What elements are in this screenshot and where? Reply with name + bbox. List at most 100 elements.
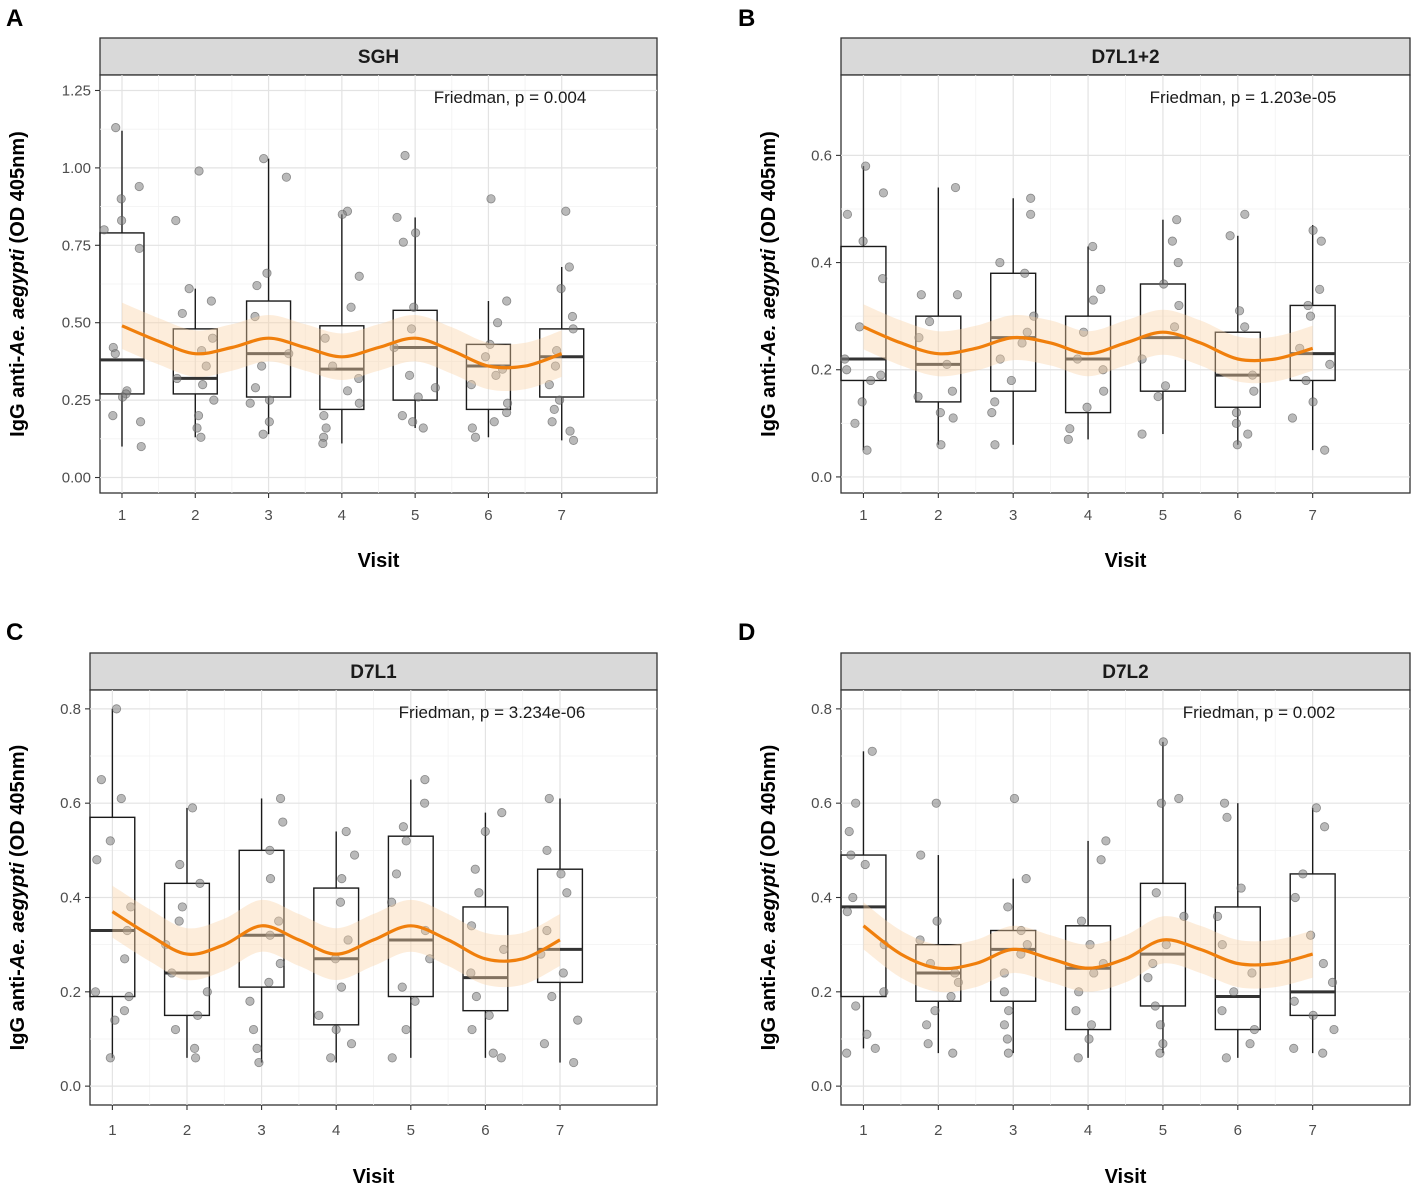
data-point — [398, 822, 408, 832]
boxplot-visit-4 — [319, 214, 365, 444]
data-point — [397, 410, 407, 421]
x-tick-label: 6 — [1234, 1122, 1242, 1139]
data-point — [337, 874, 347, 884]
data-point — [136, 441, 146, 452]
data-point — [1153, 391, 1163, 402]
x-tick-label: 3 — [1009, 1122, 1017, 1139]
data-point — [867, 746, 877, 756]
data-point — [207, 333, 218, 343]
x-tick-label: 4 — [332, 1122, 340, 1139]
y-axis-title: IgG anti-Ae. aegypti (OD 405nm) — [7, 131, 29, 437]
data-point — [876, 370, 886, 380]
data-point — [387, 1053, 397, 1063]
x-tick-label: 7 — [1308, 507, 1316, 524]
data-point — [844, 826, 854, 837]
data-point — [331, 1024, 341, 1035]
y-axis-title-suffix: (OD 405nm) — [758, 131, 780, 249]
data-point — [1240, 209, 1250, 219]
x-tick-label: 2 — [191, 507, 199, 524]
y-axis-title-prefix: IgG anti- — [758, 969, 780, 1050]
data-point — [1004, 1006, 1014, 1016]
data-point — [96, 775, 106, 785]
data-point — [1029, 311, 1039, 321]
x-tick-label: 4 — [338, 507, 346, 524]
boxplot-visit-5 — [387, 779, 434, 1058]
facet-title: D7L1 — [350, 662, 397, 683]
data-point — [391, 869, 402, 879]
data-point — [274, 916, 284, 926]
data-point — [921, 1020, 932, 1030]
data-point — [470, 864, 480, 874]
data-point — [569, 1057, 579, 1068]
y-axis-title-suffix: (OD 405nm) — [758, 745, 780, 863]
data-point — [466, 968, 476, 978]
data-point — [1021, 874, 1031, 884]
x-tick-label: 3 — [1009, 507, 1017, 524]
data-point — [1325, 359, 1335, 369]
facet-title: D7L1+2 — [1091, 47, 1159, 68]
data-point — [1160, 381, 1171, 391]
data-point — [1101, 836, 1111, 846]
data-point — [275, 958, 285, 969]
data-point — [1003, 1048, 1014, 1058]
data-point — [413, 392, 423, 402]
data-point — [923, 1039, 933, 1049]
x-tick-label: 7 — [1308, 1122, 1316, 1139]
x-tick-label: 1 — [108, 1122, 116, 1139]
facet-strip — [89, 652, 658, 691]
data-point — [404, 370, 415, 380]
data-point — [1225, 231, 1235, 241]
y-tick-label: 0.4 — [811, 255, 832, 272]
y-tick-label: 0.6 — [811, 795, 832, 812]
y-axis-title-species: Ae. aegypti — [758, 862, 780, 970]
box — [1064, 925, 1112, 1031]
data-point — [116, 194, 126, 204]
data-point — [250, 383, 261, 393]
data-point — [502, 398, 513, 408]
data-point — [252, 1043, 262, 1054]
data-point — [1003, 902, 1013, 912]
data-point — [108, 410, 118, 421]
data-point — [539, 1039, 550, 1049]
panel-B: B D7L1+2 0.0 0.2 0.4 0.6 1 2 3 4 5 6 7 Friedman, p = … — [738, 5, 1411, 572]
data-point — [573, 1015, 583, 1025]
data-point — [337, 209, 347, 219]
data-point — [866, 375, 876, 386]
confidence-ribbon — [863, 902, 1313, 993]
data-point — [105, 836, 115, 846]
data-point — [858, 236, 868, 246]
box — [313, 887, 360, 1026]
y-axis-title: IgG anti-Ae. aegypti (OD 405nm) — [758, 131, 780, 437]
box — [462, 906, 509, 1012]
trend-line — [862, 325, 1314, 363]
y-tick-label: 0.2 — [811, 984, 832, 1001]
y-axis-title: IgG anti-Ae. aegypti (OD 405nm) — [758, 745, 780, 1051]
data-point — [942, 359, 952, 369]
data-point — [913, 391, 923, 402]
data-point — [1217, 1006, 1227, 1016]
data-point — [561, 206, 571, 216]
data-point — [1249, 1024, 1260, 1035]
y-tick-label: 0.0 — [60, 1078, 81, 1095]
data-point — [565, 426, 575, 436]
y-tick-label: 0.6 — [60, 795, 81, 812]
data-point — [840, 354, 850, 364]
data-point — [111, 704, 122, 714]
x-tick-label: 1 — [859, 1122, 867, 1139]
data-point — [1082, 402, 1092, 412]
x-tick-label: 4 — [1084, 507, 1092, 524]
data-point — [201, 361, 211, 371]
data-point — [250, 311, 260, 322]
y-tick-label: 0.4 — [811, 890, 832, 907]
panel-A: A SGH 0.00 0.25 0.50 0.75 1.00 1.25 1 2 3 4 5 6 7 Fried… — [6, 5, 658, 572]
data-point — [187, 803, 198, 813]
data-point — [192, 423, 202, 433]
y-axis-title-suffix: (OD 405nm) — [7, 745, 29, 863]
data-point — [915, 935, 925, 945]
data-point — [275, 793, 286, 804]
panel-letter: C — [6, 619, 23, 646]
data-point — [568, 324, 578, 334]
x-tick-label: 2 — [934, 507, 942, 524]
data-point — [105, 1053, 115, 1063]
